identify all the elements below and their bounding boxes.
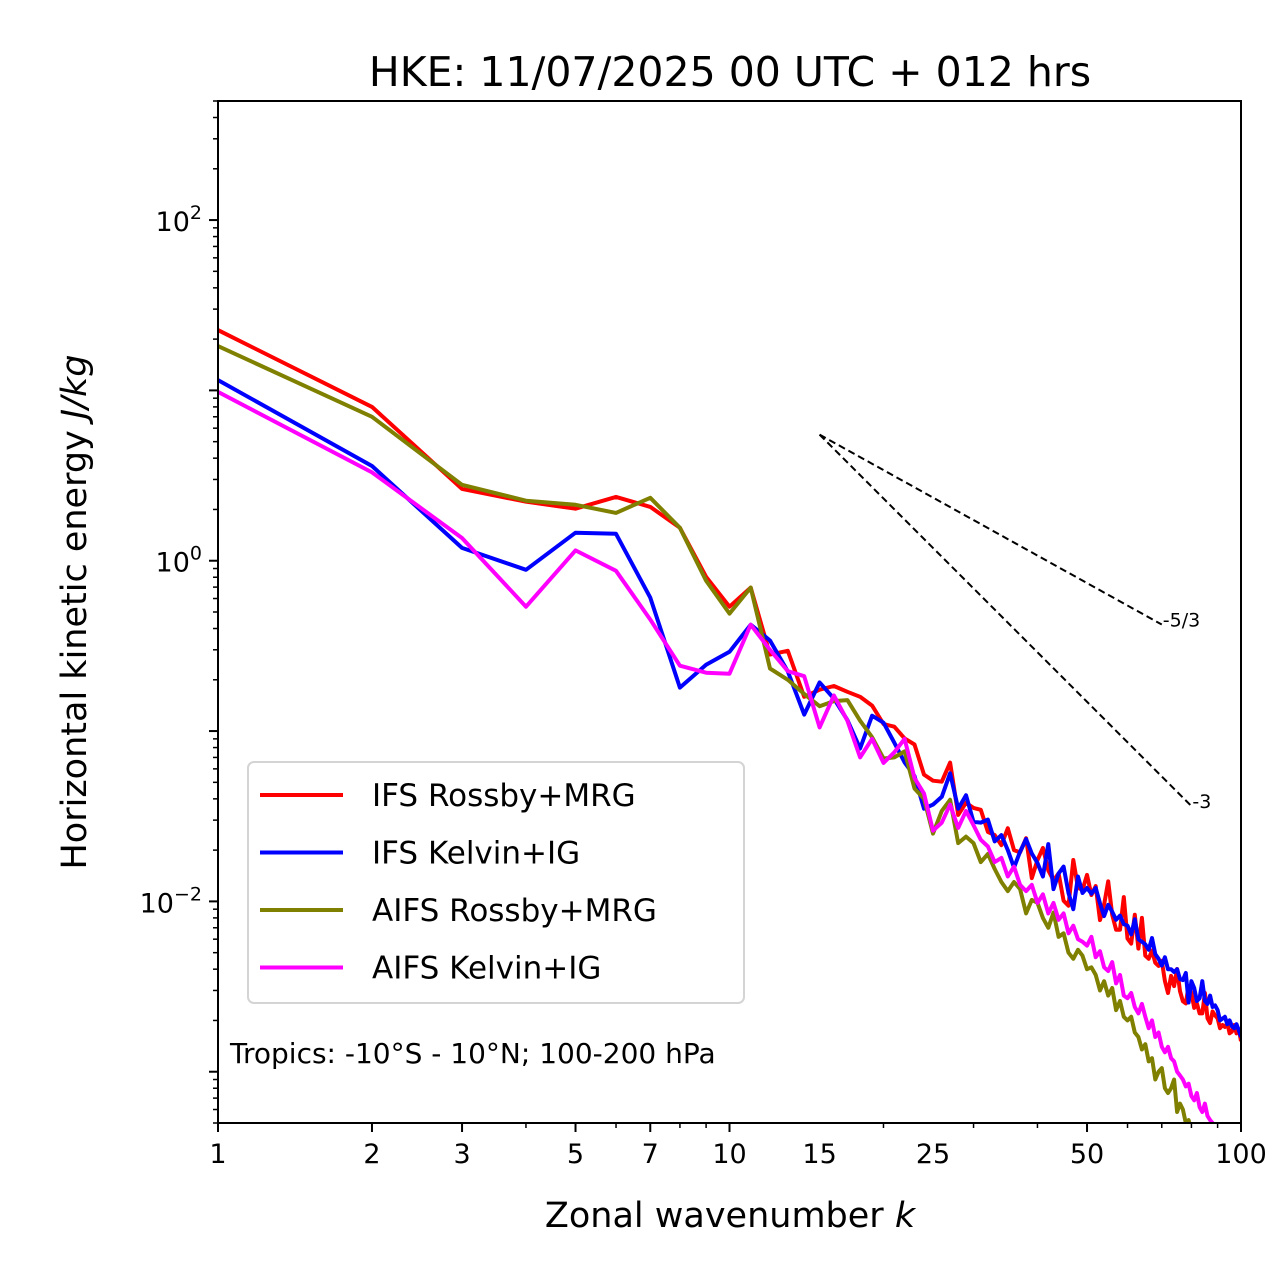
x-axis-label-var: k bbox=[895, 1196, 917, 1236]
y-axis-ticks: 10−2 100 102 bbox=[140, 100, 218, 1124]
y-axis-label-text: Horizontal kinetic energy bbox=[55, 430, 95, 869]
x-axis-ticks: 1 2 3 5 7 10 15 25 50 100 bbox=[209, 1123, 1267, 1170]
x-tick-label: 100 bbox=[1215, 1139, 1267, 1170]
x-axis-label-text: Zonal wavenumber bbox=[545, 1196, 884, 1236]
x-tick-label: 1 bbox=[209, 1139, 226, 1170]
series-layer bbox=[218, 328, 1241, 1123]
x-tick-label: 15 bbox=[802, 1139, 836, 1170]
y-tick-label: 100 bbox=[156, 543, 202, 579]
series-line-aifs-rossby-mrg bbox=[218, 344, 1192, 1123]
y-tick-label: 102 bbox=[156, 202, 202, 238]
legend-label: IFS Rossby+MRG bbox=[372, 778, 636, 814]
plot-frame bbox=[217, 100, 1242, 1124]
y-axis-label-unit: J/kg bbox=[55, 354, 95, 425]
x-tick-label: 25 bbox=[916, 1139, 950, 1170]
legend-label: AIFS Kelvin+IG bbox=[372, 951, 601, 987]
legend-label: IFS Kelvin+IG bbox=[372, 836, 580, 872]
chart-title: HKE: 11/07/2025 00 UTC + 012 hrs bbox=[369, 48, 1091, 96]
y-axis-label: Horizontal kinetic energy J/kg bbox=[55, 354, 95, 869]
x-axis-label: Zonal wavenumber k bbox=[545, 1196, 917, 1236]
legend-box bbox=[247, 761, 745, 1004]
x-tick-label: 50 bbox=[1070, 1139, 1104, 1170]
reference-slope-label: -3 bbox=[1192, 791, 1211, 813]
x-tick-label: 2 bbox=[363, 1139, 380, 1170]
reference-slope-label: -5/3 bbox=[1163, 610, 1200, 632]
x-tick-label: 5 bbox=[567, 1139, 584, 1170]
legend-label: AIFS Rossby+MRG bbox=[372, 893, 657, 929]
legend: IFS Rossby+MRG IFS Kelvin+IG AIFS Rossby+M… bbox=[247, 761, 745, 1004]
series-line-ifs-rossby-mrg bbox=[218, 328, 1241, 1042]
x-tick-label: 10 bbox=[712, 1139, 746, 1170]
x-tick-label: 7 bbox=[642, 1139, 659, 1170]
series-line-aifs-kelvin-ig bbox=[218, 390, 1219, 1123]
reference-slopes: -5/3 -3 bbox=[818, 433, 1211, 813]
region-annotation: Tropics: -10°S - 10°N; 100-200 hPa bbox=[229, 1037, 716, 1070]
x-tick-label: 3 bbox=[453, 1139, 470, 1170]
y-tick-label: 10−2 bbox=[140, 883, 202, 919]
